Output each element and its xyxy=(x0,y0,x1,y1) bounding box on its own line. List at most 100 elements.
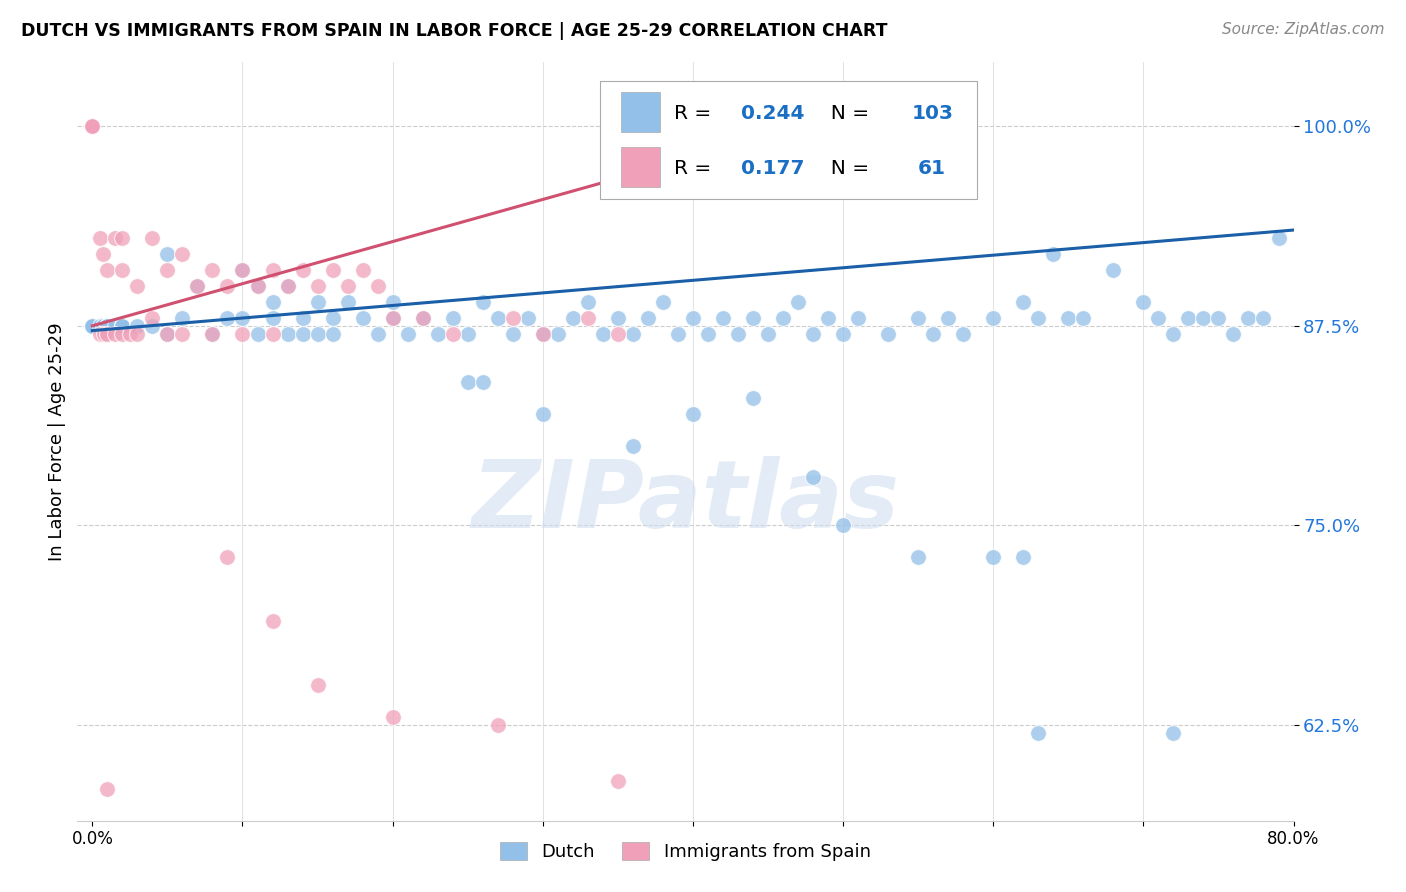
Point xyxy=(82,120,104,134)
Point xyxy=(471,294,494,309)
Point xyxy=(787,294,810,309)
Point xyxy=(1177,310,1199,325)
Point xyxy=(531,326,554,341)
Point xyxy=(1253,310,1275,325)
Point xyxy=(742,310,765,325)
Point xyxy=(592,326,614,341)
Point xyxy=(907,310,929,325)
Point xyxy=(307,279,329,293)
Point xyxy=(82,318,104,333)
Point xyxy=(104,318,127,333)
Point xyxy=(576,310,599,325)
Point xyxy=(104,326,127,341)
Point xyxy=(606,773,628,788)
Point xyxy=(1057,310,1080,325)
Point xyxy=(172,326,194,341)
FancyBboxPatch shape xyxy=(600,81,977,199)
Point xyxy=(846,310,869,325)
Point xyxy=(1163,726,1185,740)
Point xyxy=(1042,247,1064,261)
Point xyxy=(262,294,284,309)
Point xyxy=(82,120,104,134)
Point xyxy=(381,310,404,325)
Point xyxy=(682,407,704,421)
Point xyxy=(1192,310,1215,325)
Point xyxy=(457,326,479,341)
Point xyxy=(877,326,900,341)
Point xyxy=(1147,310,1170,325)
Point xyxy=(697,120,720,134)
Point xyxy=(82,318,104,333)
Point xyxy=(621,326,644,341)
Point xyxy=(727,326,749,341)
Point xyxy=(952,326,974,341)
Point xyxy=(201,326,224,341)
Point xyxy=(1222,326,1244,341)
Point xyxy=(1267,231,1289,245)
Point xyxy=(486,718,509,732)
Point xyxy=(1237,310,1260,325)
Point xyxy=(201,326,224,341)
Point xyxy=(82,318,104,333)
Point xyxy=(396,326,419,341)
Point xyxy=(82,318,104,333)
Point xyxy=(651,294,673,309)
Point xyxy=(1012,294,1035,309)
Point xyxy=(96,318,118,333)
Point xyxy=(441,326,464,341)
Point xyxy=(352,263,374,277)
Point xyxy=(246,326,269,341)
Point xyxy=(262,326,284,341)
Point xyxy=(141,231,163,245)
Point xyxy=(96,326,118,341)
Point xyxy=(576,294,599,309)
Point xyxy=(922,326,945,341)
Point xyxy=(697,326,720,341)
Point xyxy=(82,120,104,134)
Point xyxy=(291,326,314,341)
Point xyxy=(82,120,104,134)
Text: 103: 103 xyxy=(911,104,953,123)
Point xyxy=(322,326,344,341)
Point xyxy=(817,310,839,325)
Point xyxy=(1026,726,1049,740)
Point xyxy=(981,550,1004,565)
Point xyxy=(127,326,149,341)
Point xyxy=(172,310,194,325)
Point xyxy=(246,279,269,293)
Point xyxy=(82,120,104,134)
Point xyxy=(141,310,163,325)
Point xyxy=(82,120,104,134)
Point xyxy=(82,120,104,134)
Point xyxy=(381,294,404,309)
Point xyxy=(96,263,118,277)
Point xyxy=(93,326,115,341)
Point xyxy=(111,326,134,341)
Point xyxy=(96,318,118,333)
Point xyxy=(262,310,284,325)
Point xyxy=(82,318,104,333)
Point xyxy=(1102,263,1125,277)
Point xyxy=(367,279,389,293)
Point xyxy=(104,231,127,245)
Point xyxy=(322,263,344,277)
Point xyxy=(606,310,628,325)
Point xyxy=(82,318,104,333)
Point xyxy=(217,550,239,565)
Point xyxy=(96,318,118,333)
FancyBboxPatch shape xyxy=(621,147,659,187)
Point xyxy=(82,120,104,134)
Point xyxy=(336,279,359,293)
Point xyxy=(82,120,104,134)
Point xyxy=(231,263,253,277)
Point xyxy=(1012,550,1035,565)
FancyBboxPatch shape xyxy=(621,93,659,132)
Point xyxy=(111,231,134,245)
Point xyxy=(82,120,104,134)
Point xyxy=(246,279,269,293)
Point xyxy=(682,120,704,134)
Point xyxy=(277,279,299,293)
Point xyxy=(156,326,179,341)
Point xyxy=(441,310,464,325)
Point xyxy=(1208,310,1230,325)
